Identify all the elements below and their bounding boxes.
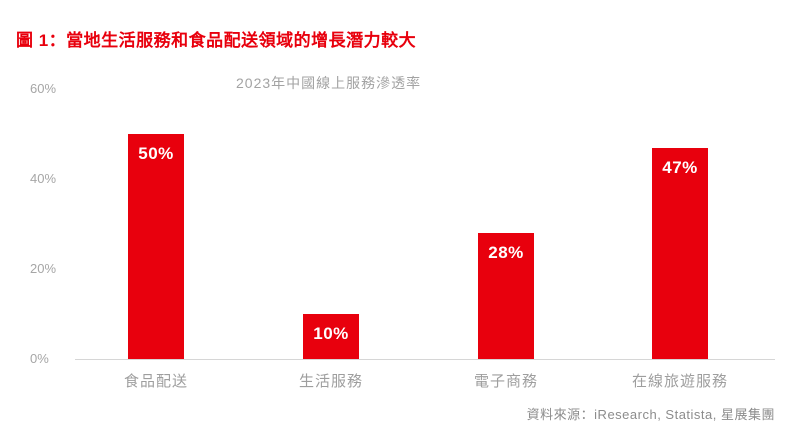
y-axis-tick-label: 40% (30, 171, 57, 186)
y-axis-tick-label: 60% (30, 81, 57, 96)
x-axis-label: 在線旅遊服務 (631, 373, 728, 390)
figure-title: 圖 1：當地生活服務和食品配送領域的增長潛力較大 (16, 31, 417, 50)
chart-subtitle: 2023年中國線上服務滲透率 (236, 75, 422, 91)
bar-value-label: 50% (138, 144, 174, 163)
bar: 47% (652, 147, 708, 359)
x-axis-label: 生活服務 (298, 373, 363, 390)
bar: 28% (478, 233, 534, 359)
bar-value-label: 10% (313, 324, 349, 343)
bar-value-label: 47% (662, 157, 698, 177)
bar: 50% (128, 134, 184, 359)
x-axis-label: 食品配送 (123, 373, 188, 390)
x-axis-line (75, 359, 775, 360)
source-note: 資料來源：iResearch, Statista, 星展集團 (526, 407, 775, 422)
y-axis-tick-label: 20% (30, 261, 57, 276)
bar: 10% (303, 314, 359, 359)
bar-value-label: 28% (488, 243, 524, 262)
y-axis-tick-label: 0% (30, 351, 49, 366)
x-axis-label: 電子商務 (473, 373, 538, 390)
